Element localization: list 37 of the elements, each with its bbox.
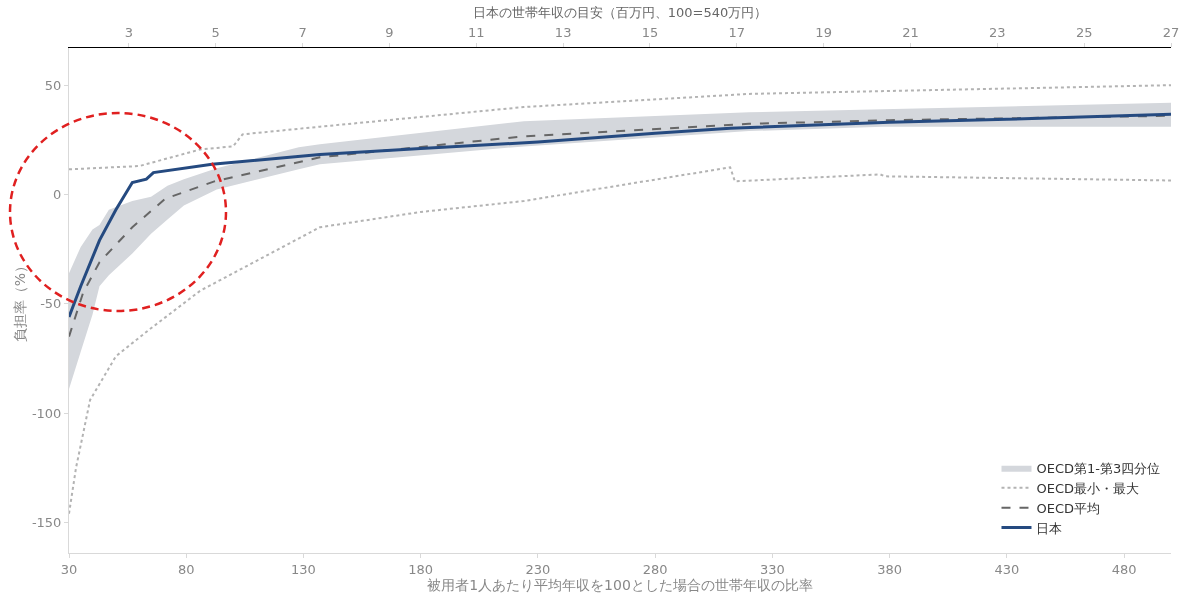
x2-tick-label: 5 — [211, 25, 220, 41]
line-series — [69, 166, 1171, 515]
y-tick-label: 50 — [44, 77, 62, 93]
x2-tick-label: 23 — [989, 25, 1006, 41]
x2-tick-label: 3 — [124, 25, 134, 41]
x2-tick-label: 27 — [1162, 25, 1180, 41]
x2-tick-label: 21 — [902, 25, 919, 41]
x-axis-title: 被用者1人あたり平均年収を100とした場合の世帯年収の比率 — [427, 576, 813, 593]
legend-label: OECD平均 — [1036, 500, 1101, 516]
x-tick-label: 480 — [1111, 561, 1137, 577]
x-tick-label: 330 — [759, 561, 785, 577]
x-tick-label: 30 — [60, 561, 78, 577]
y-tick-label: -50 — [40, 296, 62, 312]
x-tick-label: 280 — [642, 561, 668, 577]
y-axis-title: 負担率（%） — [12, 258, 29, 343]
x2-tick-label: 7 — [298, 25, 307, 41]
x2-tick-label: 17 — [728, 25, 746, 41]
y-tick-label: -100 — [31, 405, 62, 421]
legend-label: 日本 — [1036, 520, 1063, 536]
line-series — [69, 84, 1171, 171]
y-tick-label: 0 — [53, 187, 62, 203]
x2-tick-label: 11 — [468, 25, 485, 41]
x-tick-label: 430 — [994, 561, 1020, 577]
x-tick-label: 80 — [177, 561, 195, 577]
x2-axis-title: 日本の世帯年収の目安（百万円、100=540万円） — [472, 5, 768, 21]
x-tick-label: 230 — [525, 561, 551, 577]
x2-tick-label: 19 — [815, 25, 832, 41]
x2-tick-label: 15 — [641, 25, 659, 41]
x2-tick-label: 13 — [554, 25, 572, 41]
legend-label: OECD最小・最大 — [1036, 480, 1140, 496]
x2-tick-label: 9 — [385, 25, 394, 41]
x2-tick-label: 25 — [1075, 25, 1093, 41]
x-tick-label: 180 — [408, 561, 434, 577]
y-tick-label: -150 — [31, 514, 62, 530]
x-tick-label: 130 — [291, 561, 316, 577]
legend-label: OECD第1-第3四分位 — [1036, 460, 1161, 476]
x-tick-label: 380 — [877, 561, 903, 577]
